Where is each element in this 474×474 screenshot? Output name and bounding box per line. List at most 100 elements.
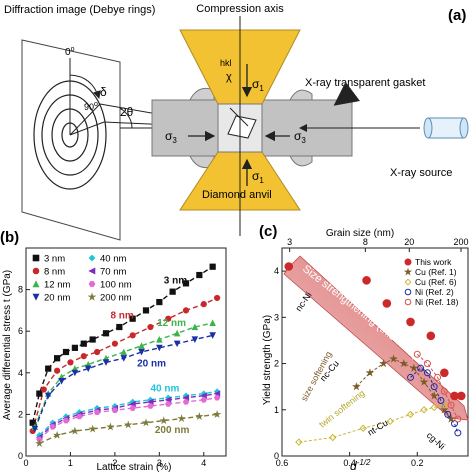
- panel-c-point-s2-6: [430, 403, 438, 412]
- ring-radius-delta: [69, 103, 101, 136]
- panel-b-point-s1-7: [129, 332, 136, 339]
- panel-b-point-s5-9: [182, 394, 190, 402]
- panel-c-point-s1-8: [439, 405, 449, 414]
- panel-c-point-s1-4: [399, 358, 409, 368]
- panel-c-point-s0-4: [426, 331, 436, 341]
- panel-b-point-s0-5: [71, 344, 78, 351]
- panel-b-axes: 0 1 2 3 4 0 2 4 6 8: [18, 247, 227, 468]
- panel-c-point-s3-6: [450, 420, 458, 428]
- panel-c-top-tick-label-0: 3: [287, 237, 292, 247]
- size-strengthening-text: Size strengthening (this work): [300, 263, 422, 362]
- panel-c-legend-label-4: Ni (Ref. 18): [415, 297, 459, 307]
- panel-c-point-s0-5: [440, 368, 449, 378]
- panel-b-point-s5-8: [164, 396, 172, 404]
- panel-c-ytick-label-2: 2: [274, 359, 279, 369]
- panel-c-axes: 0.6 0.4 0.2 0 1 2 3 4 3 8 20 200: [274, 237, 469, 468]
- panel-b-point-s3-1: [44, 392, 52, 400]
- panel-c-top-xlabel: Grain size (nm): [326, 228, 394, 239]
- panel-b-point-s1-4: [80, 353, 87, 360]
- panel-b-point-s5-11: [213, 390, 221, 397]
- panel-c-ytick-label-0: 0: [274, 451, 279, 461]
- panel-b-point-s7-9: [195, 412, 204, 421]
- panel-c-legend-label-0: This work: [415, 257, 452, 267]
- panel-c-markers: [284, 262, 466, 446]
- panel-b-legend-marker-2: [32, 280, 40, 288]
- panel-b-point-s6-4: [93, 409, 101, 416]
- panel-c-point-s2-0: [295, 438, 303, 446]
- panel-c-xlabel: d-1/2: [350, 458, 371, 473]
- panel-b-legend-label-0: 3 nm: [44, 254, 65, 265]
- panel-b-point-s3-6: [120, 355, 128, 362]
- panel-b-point-s6-6: [129, 405, 136, 411]
- panel-c-point-s1-2: [379, 358, 388, 368]
- panel-b-annotation-2: 12 nm: [157, 318, 186, 329]
- panel-b-annotation-5: 200 nm: [155, 425, 190, 436]
- panel-b-point-s7-8: [177, 414, 186, 423]
- panel-c-point-s3-5: [444, 410, 452, 418]
- panel-b-xtick-label-3: 3: [157, 458, 162, 468]
- panel-b-point-s0-13: [169, 288, 176, 295]
- panel-b-fit-curve-6: [38, 397, 218, 440]
- panel-b: (b) 0 1 2 3 4 0 2 4 6 8 3 nm 8 nm 12 nm 20 nm 40 nm 20…: [0, 229, 227, 473]
- cg-ni-label: cg-Ni: [425, 430, 447, 451]
- chi-label: χ: [226, 71, 232, 83]
- debye-rings: [33, 58, 107, 190]
- panel-b-point-s1-6: [111, 340, 118, 347]
- panel-c-point-s2-1: [329, 433, 337, 442]
- panel-b-point-s6-8: [165, 401, 172, 407]
- panel-b-point-s1-2: [54, 367, 61, 374]
- panel-b-legend-label-4: 40 nm: [100, 254, 126, 265]
- panel-b-ytick-label-1: 2: [18, 409, 23, 419]
- panel-c-point-s4-5: [454, 415, 462, 423]
- gasket-lip-bottom-right: [289, 155, 313, 167]
- panel-c-point-s1-1: [365, 368, 375, 377]
- panel-b-point-s6-9: [182, 399, 190, 405]
- panel-c-point-s4-4: [447, 401, 455, 409]
- panel-b-annotation-0: 3 nm: [164, 275, 187, 286]
- panel-c-ylabel: Yield strength (GPa): [262, 315, 273, 405]
- angle-0-label: 0o: [65, 46, 75, 58]
- two-theta-label: 2θ: [120, 105, 134, 119]
- panel-c-legend-marker-2: [404, 278, 412, 286]
- panel-b-point-s6-3: [76, 413, 83, 420]
- panel-b-point-s5-7: [146, 398, 154, 406]
- panel-b-legend-label-1: 8 nm: [44, 267, 65, 278]
- sigma1-bottom-label: σ1: [252, 169, 264, 185]
- panel-b-ytick-label-2: 4: [18, 368, 23, 378]
- panel-b-ytick-label-4: 8: [18, 285, 23, 295]
- compression-axis-label: Compression axis: [196, 3, 284, 15]
- panel-c-point-s4-3: [440, 387, 448, 395]
- panel-b-point-s6-11: [213, 395, 221, 401]
- panel-b-point-s3-7: [138, 348, 145, 356]
- panel-b-ytick-label-3: 6: [18, 326, 23, 336]
- panel-b-point-s1-12: [214, 294, 221, 302]
- panel-b-point-s2-10: [191, 323, 199, 331]
- panel-b-point-s0-7: [89, 336, 96, 343]
- panel-b-fit-curve-2: [34, 322, 213, 428]
- panel-b-legend-marker-7: [87, 292, 97, 301]
- panel-c-point-s3-3: [430, 383, 438, 391]
- panel-b-point-s7-5: [124, 420, 133, 429]
- panel-c-label: (c): [259, 223, 277, 240]
- panel-b-ytick-label-0: 0: [18, 451, 23, 461]
- panel-b-fit-curve-4: [38, 390, 218, 436]
- panel-b-annotations: 3 nm 8 nm 12 nm 20 nm 40 nm 200 nm: [110, 275, 189, 436]
- panel-c-point-s2-3: [386, 417, 394, 426]
- panel-b-point-s2-11: [209, 319, 216, 326]
- panel-b-xtick-label-2: 2: [112, 458, 117, 468]
- panel-b-point-s1-5: [94, 348, 101, 356]
- panel-b-legend: 3 nm 8 nm 12 nm 20 nm 40 nm 70 nm 100 nm 200 nm: [32, 254, 132, 304]
- panel-b-legend-marker-4: [88, 254, 96, 262]
- panel-c-point-s0-7: [456, 391, 466, 401]
- panel-b-legend-label-3: 20 nm: [44, 293, 70, 304]
- panel-b-point-s0-4: [62, 348, 70, 356]
- panel-b-xtick-label-0: 0: [23, 458, 28, 468]
- panel-a-label: (a): [448, 7, 466, 24]
- ring-radius-90deg: [69, 121, 105, 136]
- panel-c-xtick-label-0: 0.6: [276, 458, 289, 468]
- panel-b-fit-curve-0: [31, 266, 214, 423]
- gasket-pointer-arrow: [333, 81, 360, 106]
- panel-b-point-s1-11: [200, 301, 207, 308]
- panel-b-ylabel: Average differential stress t (GPa): [2, 270, 13, 420]
- panel-b-point-s3-2: [58, 378, 65, 385]
